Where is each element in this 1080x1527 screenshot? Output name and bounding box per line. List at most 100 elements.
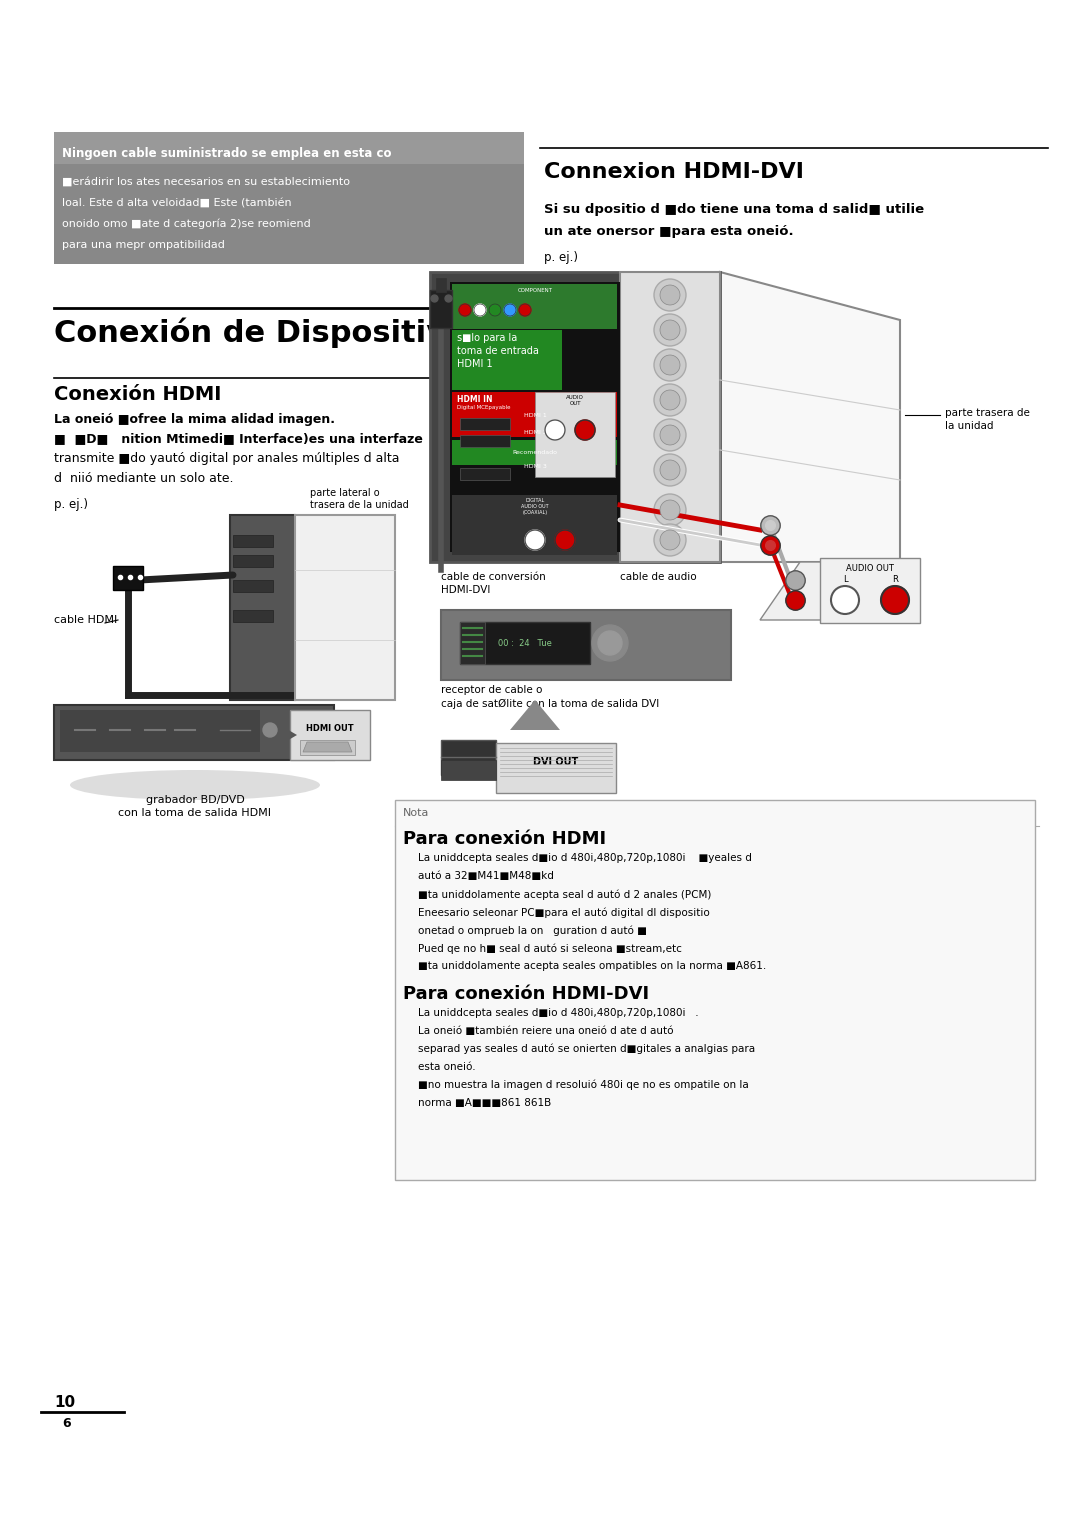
Text: La uniddcepta seales d■io d 480i,480p,720p,1080i    ■yeales d: La uniddcepta seales d■io d 480i,480p,72…: [418, 854, 752, 863]
Circle shape: [575, 420, 595, 440]
Circle shape: [660, 354, 680, 376]
Bar: [450, 282, 620, 551]
Text: La oneió ■también reiere una oneió d ate d autó: La oneió ■también reiere una oneió d ate…: [418, 1026, 674, 1035]
Bar: [460, 435, 510, 447]
Text: ■erádirir los ates necesarios en su establecimiento: ■erádirir los ates necesarios en su esta…: [62, 177, 350, 186]
Circle shape: [881, 586, 909, 614]
Bar: [230, 515, 295, 699]
Polygon shape: [720, 272, 900, 562]
Circle shape: [654, 495, 686, 525]
Bar: [291, 710, 370, 760]
Text: s■lo para la
toma de entrada
HDMI 1: s■lo para la toma de entrada HDMI 1: [457, 333, 539, 370]
Circle shape: [654, 524, 686, 556]
Text: Conexión HDMI: Conexión HDMI: [54, 385, 221, 405]
Text: DIGITAL
AUDIO OUT
(COAXIAL): DIGITAL AUDIO OUT (COAXIAL): [522, 498, 549, 515]
Circle shape: [654, 350, 686, 382]
Text: autó a 32■M41■M48■kd: autó a 32■M41■M48■kd: [418, 870, 554, 881]
Circle shape: [654, 418, 686, 450]
Text: separad yas seales d autó se onierten d■gitales a analgias para: separad yas seales d autó se onierten d■…: [418, 1044, 755, 1055]
Text: onoido omo ■ate d categoría 2)se reomiend: onoido omo ■ate d categoría 2)se reomien…: [62, 218, 311, 229]
Text: ■ta uniddolamente acepta seales ompatibles on la norma ■A861.: ■ta uniddolamente acepta seales ompatibl…: [418, 960, 766, 971]
Circle shape: [504, 304, 516, 316]
Text: 6: 6: [62, 1417, 70, 1429]
Text: L: L: [842, 576, 848, 583]
Bar: [54, 705, 334, 760]
Circle shape: [459, 304, 471, 316]
Bar: [113, 567, 143, 589]
Text: Para conexión HDMI-DVI: Para conexión HDMI-DVI: [403, 985, 649, 1003]
Bar: [460, 621, 485, 664]
Text: ■  ■D■   nition Mtimedi■ Interface)es una interfaze: ■ ■D■ nition Mtimedi■ Interface)es una i…: [54, 432, 423, 444]
Circle shape: [654, 383, 686, 415]
Text: Connexion HDMI-DVI: Connexion HDMI-DVI: [544, 162, 804, 182]
Text: p. ej.): p. ej.): [54, 498, 87, 512]
Text: La uniddcepta seales d■io d 480i,480p,720p,1080i   .: La uniddcepta seales d■io d 480i,480p,72…: [418, 1008, 699, 1019]
Circle shape: [660, 530, 680, 550]
Text: Pued qe no h■ seal d autó si seleona ■stream,etc: Pued qe no h■ seal d autó si seleona ■st…: [418, 944, 681, 953]
Text: HDMI 1: HDMI 1: [524, 412, 546, 418]
Text: 10: 10: [54, 1396, 76, 1409]
Polygon shape: [285, 728, 297, 742]
Circle shape: [654, 279, 686, 312]
Text: HDMI 3: HDMI 3: [524, 464, 546, 469]
Text: La oneió ■ofree la mima alidad imagen.: La oneió ■ofree la mima alidad imagen.: [54, 412, 335, 426]
Text: Digital MCEpayable: Digital MCEpayable: [457, 405, 511, 411]
Text: AUDIO
OUT: AUDIO OUT: [566, 395, 584, 406]
Circle shape: [831, 586, 859, 614]
Text: ■no muestra la imagen d resoluió 480i qe no es ompatile on la: ■no muestra la imagen d resoluió 480i qe…: [418, 1080, 748, 1090]
Text: Eneesario seleonar PC■para el autó digital dl dispositio: Eneesario seleonar PC■para el autó digit…: [418, 907, 710, 918]
Text: d  niió mediante un solo ate.: d niió mediante un solo ate.: [54, 472, 233, 486]
Bar: [295, 515, 395, 699]
Polygon shape: [303, 742, 352, 751]
Bar: [430, 272, 720, 562]
Bar: [233, 554, 273, 567]
Circle shape: [654, 315, 686, 347]
Bar: [300, 741, 355, 754]
Text: cable de conversión
HDMI-DVI: cable de conversión HDMI-DVI: [441, 573, 545, 596]
Circle shape: [264, 722, 276, 738]
Bar: [436, 278, 446, 292]
Circle shape: [660, 499, 680, 521]
Text: Ningoen cable suministrado se emplea en esta co: Ningoen cable suministrado se emplea en …: [62, 147, 391, 159]
Text: onetad o omprueb la on   guration d autó ■: onetad o omprueb la on guration d autó ■: [418, 925, 647, 936]
Bar: [60, 710, 260, 751]
Circle shape: [474, 304, 486, 316]
Text: receptor de cable o
caja de satØlite con la toma de salida DVI: receptor de cable o caja de satØlite con…: [441, 686, 659, 709]
Text: ■ta uniddolamente acepta seal d autó d 2 anales (PCM): ■ta uniddolamente acepta seal d autó d 2…: [418, 889, 712, 899]
Bar: [395, 800, 1035, 1180]
Bar: [441, 741, 496, 776]
Bar: [453, 495, 617, 554]
Bar: [233, 609, 273, 621]
Polygon shape: [760, 562, 920, 620]
Bar: [430, 290, 453, 328]
Text: loal. Este d alta veloidad■ Este (también: loal. Este d alta veloidad■ Este (tambié…: [62, 199, 292, 208]
Text: 00 :  24   Tue: 00 : 24 Tue: [498, 638, 552, 647]
Text: para una mepr ompatibilidad: para una mepr ompatibilidad: [62, 240, 225, 250]
Text: Conexión de Dispositivo Externo: Conexión de Dispositivo Externo: [54, 318, 611, 348]
Bar: [460, 621, 590, 664]
Text: transmite ■do yautó digital por anales múltiples d alta: transmite ■do yautó digital por anales m…: [54, 452, 400, 466]
Text: HDMI OUT: HDMI OUT: [307, 724, 354, 733]
Bar: [54, 131, 524, 163]
Bar: [233, 534, 273, 547]
Text: cable HDMI: cable HDMI: [54, 615, 118, 625]
Text: parte trasera de
la unidad: parte trasera de la unidad: [945, 408, 1030, 431]
Bar: [453, 330, 562, 389]
Text: un ate onersor ■para esta oneió.: un ate onersor ■para esta oneió.: [544, 226, 794, 238]
Text: cable de audio: cable de audio: [620, 573, 697, 582]
Circle shape: [598, 631, 622, 655]
Circle shape: [519, 304, 531, 316]
Text: HDMI 2: HDMI 2: [524, 431, 546, 435]
Bar: [453, 392, 617, 437]
Bar: [620, 272, 720, 562]
Text: HDMI IN: HDMI IN: [457, 395, 492, 405]
Circle shape: [660, 460, 680, 479]
Circle shape: [555, 530, 575, 550]
Circle shape: [545, 420, 565, 440]
Text: DVI OUT: DVI OUT: [534, 757, 579, 767]
Text: Para conexión HDMI: Para conexión HDMI: [403, 831, 606, 847]
Text: Si su dpositio d ■do tiene una toma d salid■ utilie: Si su dpositio d ■do tiene una toma d sa…: [544, 203, 924, 217]
Bar: [460, 418, 510, 431]
Bar: [441, 609, 731, 680]
Circle shape: [660, 321, 680, 341]
